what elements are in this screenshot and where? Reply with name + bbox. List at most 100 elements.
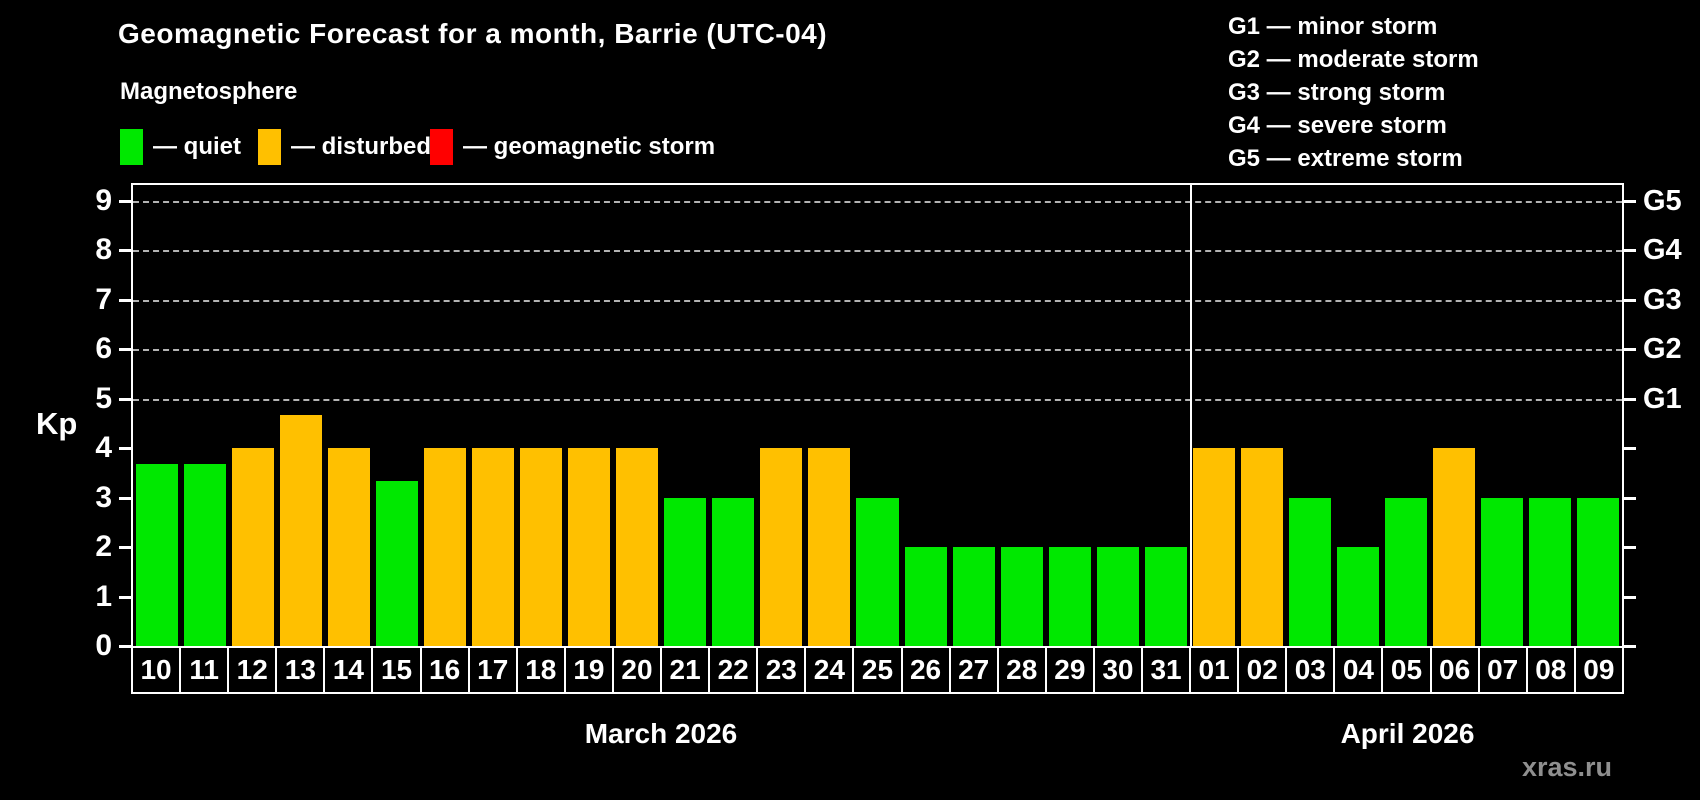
kp-bar [136,464,179,646]
kp-bar [1384,497,1427,646]
bar-cell-25 [853,185,901,646]
bar-cell-28 [998,185,1046,646]
y-tick-label-5: 5 [95,381,112,415]
right-axis-tick [1623,447,1636,450]
kp-bar [1144,547,1187,646]
day-label: 31 [1140,646,1192,694]
y-tick-label-2: 2 [95,530,112,563]
month-label-april: April 2026 [1340,718,1475,749]
chart-title: Geomagnetic Forecast for a month, Barrie… [118,18,828,49]
left-axis-tick [119,249,131,252]
gridline-kp-9 [133,200,1622,203]
kp-bar [1480,497,1523,646]
day-label: 08 [1525,646,1576,694]
kp-bar [1528,497,1571,646]
bar-cell-01 [1190,185,1238,646]
left-axis-tick [119,595,131,599]
y-tick-label-1: 1 [95,579,112,613]
bar-cell-18 [517,185,565,646]
bar-cell-17 [469,185,517,646]
bar-cell-09 [1574,185,1622,646]
legend-item-quiet: — quiet [120,128,241,166]
day-label: 18 [515,646,566,694]
day-label: 21 [660,646,711,694]
day-label: 05 [1381,646,1432,694]
legend-label-quiet: — quiet [153,133,241,160]
kp-bar [424,448,467,646]
kp-bar [808,448,851,646]
g-legend-line-g4: G4 — severe storm [1228,112,1447,139]
left-axis-tick [119,199,131,203]
left-axis-tick [119,397,131,401]
day-label: 17 [467,646,518,694]
kp-bar [232,448,275,646]
left-axis-tick [119,447,131,450]
right-axis-tick [1623,546,1636,549]
bar-cell-06 [1430,185,1478,646]
kp-bar [712,497,755,646]
day-label: 02 [1237,646,1288,694]
legend-item-disturbed: — disturbed [258,128,431,166]
bar-cell-13 [277,185,325,646]
kp-bar [472,448,515,646]
bar-cell-10 [133,185,181,646]
day-label: 01 [1189,646,1240,694]
bar-cell-26 [902,185,950,646]
kp-bar [1096,547,1139,646]
kp-bar [280,414,323,646]
left-axis-tick [119,645,131,648]
day-label: 19 [563,646,614,694]
bar-cell-07 [1478,185,1526,646]
y-axis-title: Kp [36,406,78,441]
day-label: 30 [1092,646,1143,694]
bar-cell-19 [565,185,613,646]
kp-bar [184,464,227,646]
kp-bar [1192,448,1235,646]
day-label: 14 [323,646,374,694]
disturbed-color-swatch [258,129,281,165]
kp-bar [520,448,563,646]
month-label-march: March 2026 [584,718,738,749]
g-legend-line-g1: G1 — minor storm [1228,13,1438,40]
day-label: 24 [804,646,855,694]
watermark: xras.ru [1521,752,1612,782]
bar-cell-30 [1094,185,1142,646]
bar-cell-08 [1526,185,1574,646]
kp-bar [328,448,371,646]
bar-cell-05 [1382,185,1430,646]
kp-bar [904,547,947,646]
storm-color-swatch [430,129,453,165]
g-axis-label-g1: G1 [1643,382,1682,415]
bar-cell-15 [373,185,421,646]
kp-bar [856,497,899,646]
day-label: 15 [371,646,422,694]
kp-bar [1240,448,1283,646]
bar-cell-21 [661,185,709,646]
bar-cell-16 [421,185,469,646]
legend-label-disturbed: — disturbed [291,133,432,160]
day-label: 20 [611,646,663,694]
bar-cell-02 [1238,185,1286,646]
month-separator [1190,185,1192,646]
kp-bar [952,547,995,646]
kp-bar [760,448,803,646]
right-axis-tick [1623,595,1636,599]
day-label: 26 [900,646,951,694]
kp-bar [1336,547,1379,646]
bar-cell-12 [229,185,277,646]
gridline-kp-5 [133,398,1622,401]
kp-bar [568,448,611,646]
kp-bar [1000,547,1043,646]
g-scale-legend: G1 — minor storm G2 — moderate storm G3 … [1228,10,1479,175]
day-label: 25 [852,646,903,694]
day-label: 13 [275,646,326,694]
left-axis-tick [119,348,131,351]
plot-area [131,183,1624,648]
kp-bar [616,448,659,646]
kp-bar [1048,547,1091,646]
bar-cell-22 [709,185,757,646]
day-label: 10 [131,646,182,694]
day-label: 27 [948,646,999,694]
kp-bar [1288,497,1331,646]
